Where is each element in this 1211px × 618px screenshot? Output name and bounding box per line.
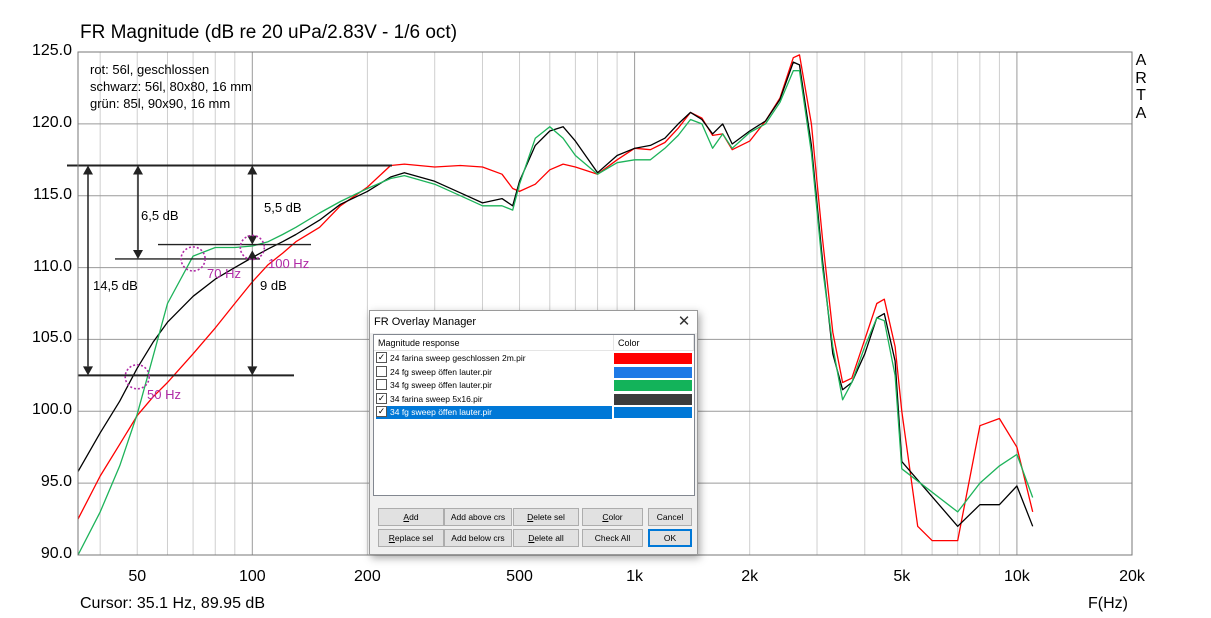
arrow-up-icon: [247, 165, 258, 175]
arrow-down-icon: [133, 249, 143, 259]
marker-circle: [239, 234, 266, 261]
x-tick-label: 1k: [626, 568, 644, 585]
arta-letter: R: [1135, 69, 1147, 87]
y-tick-label: 95.0: [40, 473, 72, 491]
arrow-up-icon: [83, 165, 93, 175]
list-item-name[interactable]: 34 fg sweep öffen lauter.pir: [376, 379, 612, 392]
list-item-name[interactable]: ✓ 34 farina sweep 5x16.pir: [376, 392, 612, 406]
list-item-label: 24 fg sweep öffen lauter.pir: [390, 366, 492, 377]
x-tick-label: 100: [238, 568, 266, 585]
list-item-label: 34 farina sweep 5x16.pir: [390, 393, 483, 404]
checkbox[interactable]: [376, 379, 387, 391]
arta-letter: A: [1135, 104, 1147, 122]
check-all-button[interactable]: Check All: [582, 529, 643, 547]
list-item-label: 34 fg sweep öffen lauter.pir: [390, 380, 492, 390]
dimension-annotations: [67, 164, 392, 390]
checkbox[interactable]: [376, 365, 387, 377]
arrow-down-icon: [247, 366, 258, 376]
y-tick-label: 110.0: [33, 257, 72, 275]
arrow-up-icon: [133, 165, 143, 175]
list-item-label: 24 farina sweep geschlossen 2m.pir: [390, 353, 526, 363]
color-swatch[interactable]: [614, 366, 692, 378]
arta-letter: T: [1136, 87, 1146, 104]
x-tick-label: 500: [506, 568, 533, 585]
color-swatch[interactable]: [614, 380, 692, 391]
y-tick-label: 115.0: [33, 185, 72, 203]
cursor-readout: Cursor: 35.1 Hz, 89.95 dB: [80, 595, 265, 612]
magnitude-response-list[interactable]: Magnitude response Color ✓ 24 farina swee…: [373, 334, 695, 496]
color-swatch[interactable]: [614, 393, 692, 405]
annotation-14-5-db: 14,5 dB: [93, 278, 138, 293]
y-tick-label: 125.0: [31, 42, 72, 59]
cancel-button[interactable]: Cancel: [648, 508, 692, 526]
list-item-name[interactable]: ✓ 24 farina sweep geschlossen 2m.pir: [376, 352, 612, 365]
annotation-6-5-db: 6,5 dB: [141, 208, 179, 223]
legend-note: rot: 56l, geschlossen schwarz: 56l, 80x8…: [90, 61, 252, 112]
x-tick-label: 20k: [1119, 568, 1145, 585]
checkbox[interactable]: ✓: [376, 406, 387, 418]
annotation-70-hz: 70 Hz: [207, 266, 241, 281]
close-icon[interactable]: ✕: [677, 313, 691, 330]
checkbox[interactable]: ✓: [376, 352, 387, 364]
x-axis-label: F(Hz): [1088, 595, 1128, 612]
annotation-5-5-db: 5,5 dB: [264, 200, 302, 215]
checkbox[interactable]: ✓: [376, 392, 387, 404]
series-line-3: [78, 70, 1034, 555]
add-button[interactable]: Add: [378, 508, 444, 526]
delete-all-button[interactable]: Delete all: [513, 529, 579, 547]
color-swatch[interactable]: [614, 353, 692, 364]
legend-line-green: grün: 85l, 90x90, 16 mm: [90, 96, 231, 111]
delete-sel-button[interactable]: Delete sel: [513, 508, 579, 526]
legend-line-red: rot: 56l, geschlossen: [90, 62, 210, 77]
list-item[interactable]: 24 fg sweep öffen lauter.pir: [374, 365, 694, 379]
legend-line-black: schwarz: 56l, 80x80, 16 mm: [90, 79, 252, 94]
y-tick-label: 100.0: [31, 401, 72, 419]
arta-logo-text: A R T A: [1134, 52, 1148, 122]
annotation-9-db: 9 dB: [260, 278, 287, 293]
dialog-title: FR Overlay Manager: [374, 316, 477, 328]
x-tick-label: 2k: [741, 568, 759, 585]
fr-overlay-manager-dialog[interactable]: FR Overlay Manager ✕ Magnitude response …: [369, 310, 698, 555]
annotation-50-hz: 50 Hz: [147, 387, 181, 402]
marker-circle: [124, 363, 151, 390]
arrow-down-icon: [83, 366, 93, 376]
annotation-100-hz: 100 Hz: [268, 256, 310, 271]
plot-frame: [77, 51, 1133, 556]
column-header-magnitude-response[interactable]: Magnitude response: [374, 335, 614, 351]
list-item-label: 34 fg sweep öffen lauter.pir: [390, 407, 492, 417]
arta-letter: A: [1135, 52, 1147, 69]
dialog-titlebar[interactable]: FR Overlay Manager ✕: [370, 311, 697, 333]
chart-title: FR Magnitude (dB re 20 uPa/2.83V - 1/6 o…: [80, 22, 458, 43]
list-item-name[interactable]: ✓ 34 fg sweep öffen lauter.pir: [376, 406, 612, 419]
arrow-up-icon: [247, 250, 258, 260]
list-item-name[interactable]: 24 fg sweep öffen lauter.pir: [376, 365, 612, 379]
y-tick-label: 90.0: [40, 545, 72, 562]
marker-circle: [180, 246, 206, 272]
x-tick-label: 5k: [893, 568, 911, 585]
column-header-color[interactable]: Color: [614, 335, 694, 351]
x-tick-label: 200: [354, 568, 381, 585]
x-tick-label: 10k: [1004, 568, 1030, 585]
ok-button[interactable]: OK: [648, 529, 692, 547]
x-tick-label: 50: [128, 568, 147, 585]
color-swatch[interactable]: [614, 407, 692, 418]
list-item[interactable]: ✓ 24 farina sweep geschlossen 2m.pir: [374, 352, 694, 365]
y-tick-label: 120.0: [31, 113, 72, 131]
add-above-crs-button[interactable]: Add above crs: [444, 508, 512, 526]
y-tick-label: 105.0: [31, 329, 72, 347]
list-item[interactable]: 34 fg sweep öffen lauter.pir: [374, 379, 694, 392]
list-item[interactable]: ✓ 34 farina sweep 5x16.pir: [374, 392, 694, 406]
add-below-crs-button[interactable]: Add below crs: [444, 529, 512, 547]
arrow-down-icon: [247, 235, 258, 245]
color-button[interactable]: Color: [582, 508, 643, 526]
list-item[interactable]: ✓ 34 fg sweep öffen lauter.pir: [374, 406, 694, 419]
replace-sel-button[interactable]: Replace sel: [378, 529, 444, 547]
